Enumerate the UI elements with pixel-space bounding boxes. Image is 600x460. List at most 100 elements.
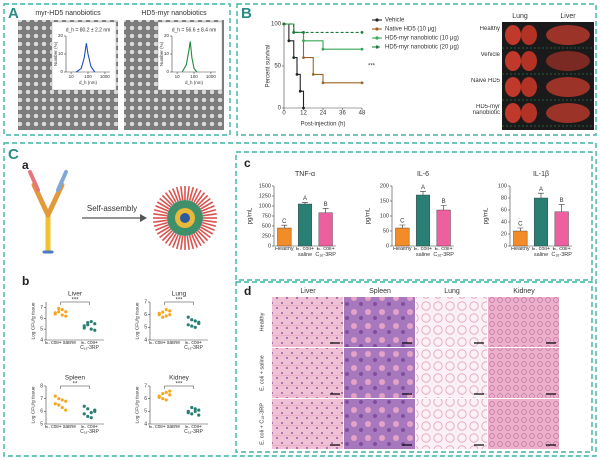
y-axis-label: pg/mL — [366, 207, 372, 224]
micelle-spike — [195, 192, 206, 205]
legend-marker — [375, 18, 379, 22]
significance: *** — [368, 64, 376, 70]
error-bar — [420, 191, 426, 195]
error-bar — [558, 204, 565, 212]
data-point — [57, 310, 61, 314]
y-tick-label: 6 — [144, 396, 147, 402]
data-point — [89, 319, 93, 324]
data-point — [161, 392, 165, 396]
x-tick-label-box: E. coli+ C₁₆-3RP — [551, 247, 572, 258]
x-tick-label: E. coli+ saline — [295, 247, 315, 258]
legend-label: Vehicle — [385, 18, 405, 24]
error-bar — [281, 224, 288, 228]
y-axis-label: Log CFU/g tissue — [30, 386, 36, 423]
data-point — [93, 322, 97, 326]
significance-letter: A — [421, 185, 425, 191]
bar — [277, 227, 292, 247]
micelle-spike — [161, 230, 173, 242]
x-tick-label: E. coli+ C₁₆-3RP — [433, 247, 454, 258]
survival-point — [321, 47, 325, 51]
y-tick-label: 5 — [40, 326, 43, 332]
error-bar — [517, 227, 524, 231]
x-tick-label: E. coli+ saline — [531, 247, 551, 258]
data-point — [64, 310, 68, 314]
micelle-spike — [156, 201, 170, 210]
x-tick-label-box: E. coli+ C₁₆-3RP — [184, 425, 203, 435]
survival-point — [311, 73, 315, 76]
data-point — [193, 325, 197, 329]
micelle-spike — [202, 208, 217, 215]
x-tick-label: E. coli+ saline — [45, 341, 76, 346]
histology-column-label: Spleen — [369, 288, 391, 295]
data-point — [86, 414, 90, 418]
photo-row-label: Healthy — [479, 26, 500, 32]
significance: *** — [71, 298, 79, 304]
photo-column-label: Lung — [512, 13, 528, 20]
y-tick-label: 7 — [144, 299, 147, 305]
y-axis-label: pg/mL — [248, 207, 254, 224]
x-tick-label: E. coli+ C₁₆-3RP — [80, 341, 99, 352]
y-tick-label: 0 — [268, 243, 271, 249]
x-tick-label: E. coli+ saline — [45, 425, 76, 430]
y-tick-label: 5 — [144, 325, 147, 331]
y-tick-label: 10 — [58, 51, 64, 56]
micelle-spike — [186, 235, 190, 250]
micelle-spike — [161, 194, 173, 206]
antibody-illustration — [28, 170, 68, 254]
x-tick-label-box: E. coli+ saline — [45, 341, 76, 346]
y-tick-label: 50 — [274, 64, 281, 70]
data-point — [193, 409, 197, 413]
lung-photo — [521, 25, 537, 45]
data-point — [190, 318, 194, 322]
micelle-spike — [188, 235, 195, 250]
lung-photo — [505, 77, 521, 97]
inset-subtitle: d_h = 56.6 ± 8.4 nm — [172, 27, 217, 33]
data-point — [193, 319, 197, 323]
survival-point — [302, 39, 305, 43]
histology-image — [416, 297, 487, 347]
micelle-spike — [198, 197, 211, 208]
data-point — [60, 313, 64, 317]
micelle-spike — [191, 234, 198, 248]
panel-frame — [236, 3, 597, 136]
data-point — [168, 393, 172, 397]
y-tick-label: 7 — [144, 383, 147, 389]
y-tick-label: 6 — [40, 409, 43, 415]
bar — [554, 211, 569, 247]
significance-letter: A — [303, 196, 307, 202]
histology-column-label: Lung — [444, 288, 460, 295]
survival-point — [360, 47, 364, 51]
micelle-spike — [186, 186, 190, 201]
data-point — [197, 321, 201, 326]
data-point — [82, 412, 86, 416]
y-axis-label: Log CFU/g tissue — [134, 386, 140, 423]
data-point — [161, 310, 165, 314]
y-tick-label: 1500 — [259, 183, 271, 189]
x-tick-label-box: Healthy — [275, 247, 294, 252]
data-point — [164, 308, 168, 312]
x-axis-label: d_h (nm) — [79, 80, 98, 85]
x-tick-label-box: E. coli+ C₁₆-3RP — [433, 247, 454, 258]
survival-point — [292, 56, 296, 59]
histology-image — [344, 399, 415, 449]
data-point — [60, 405, 64, 410]
data-point — [60, 308, 64, 312]
micelle-spike — [159, 197, 172, 208]
survival-point — [287, 39, 291, 43]
significance-letter: C — [282, 219, 287, 225]
x-tick-label: 10 — [175, 74, 181, 79]
data-point — [186, 411, 190, 415]
photo-row-label-box: HD5-myr nanobiotic — [473, 104, 500, 116]
micelle-spike — [155, 224, 169, 231]
survival-point — [295, 73, 299, 76]
data-point — [168, 389, 172, 393]
photo-column-label: Liver — [560, 13, 576, 20]
significance: *** — [175, 382, 183, 388]
y-tick-label: 20 — [58, 33, 64, 38]
micelle-spike — [168, 233, 177, 247]
y-tick-label: 500 — [262, 223, 271, 229]
lung-photo — [505, 103, 521, 123]
survival-point — [292, 31, 296, 34]
histology-row-label: E. coli + saline — [259, 355, 265, 391]
chart-title: Liver — [68, 291, 83, 298]
